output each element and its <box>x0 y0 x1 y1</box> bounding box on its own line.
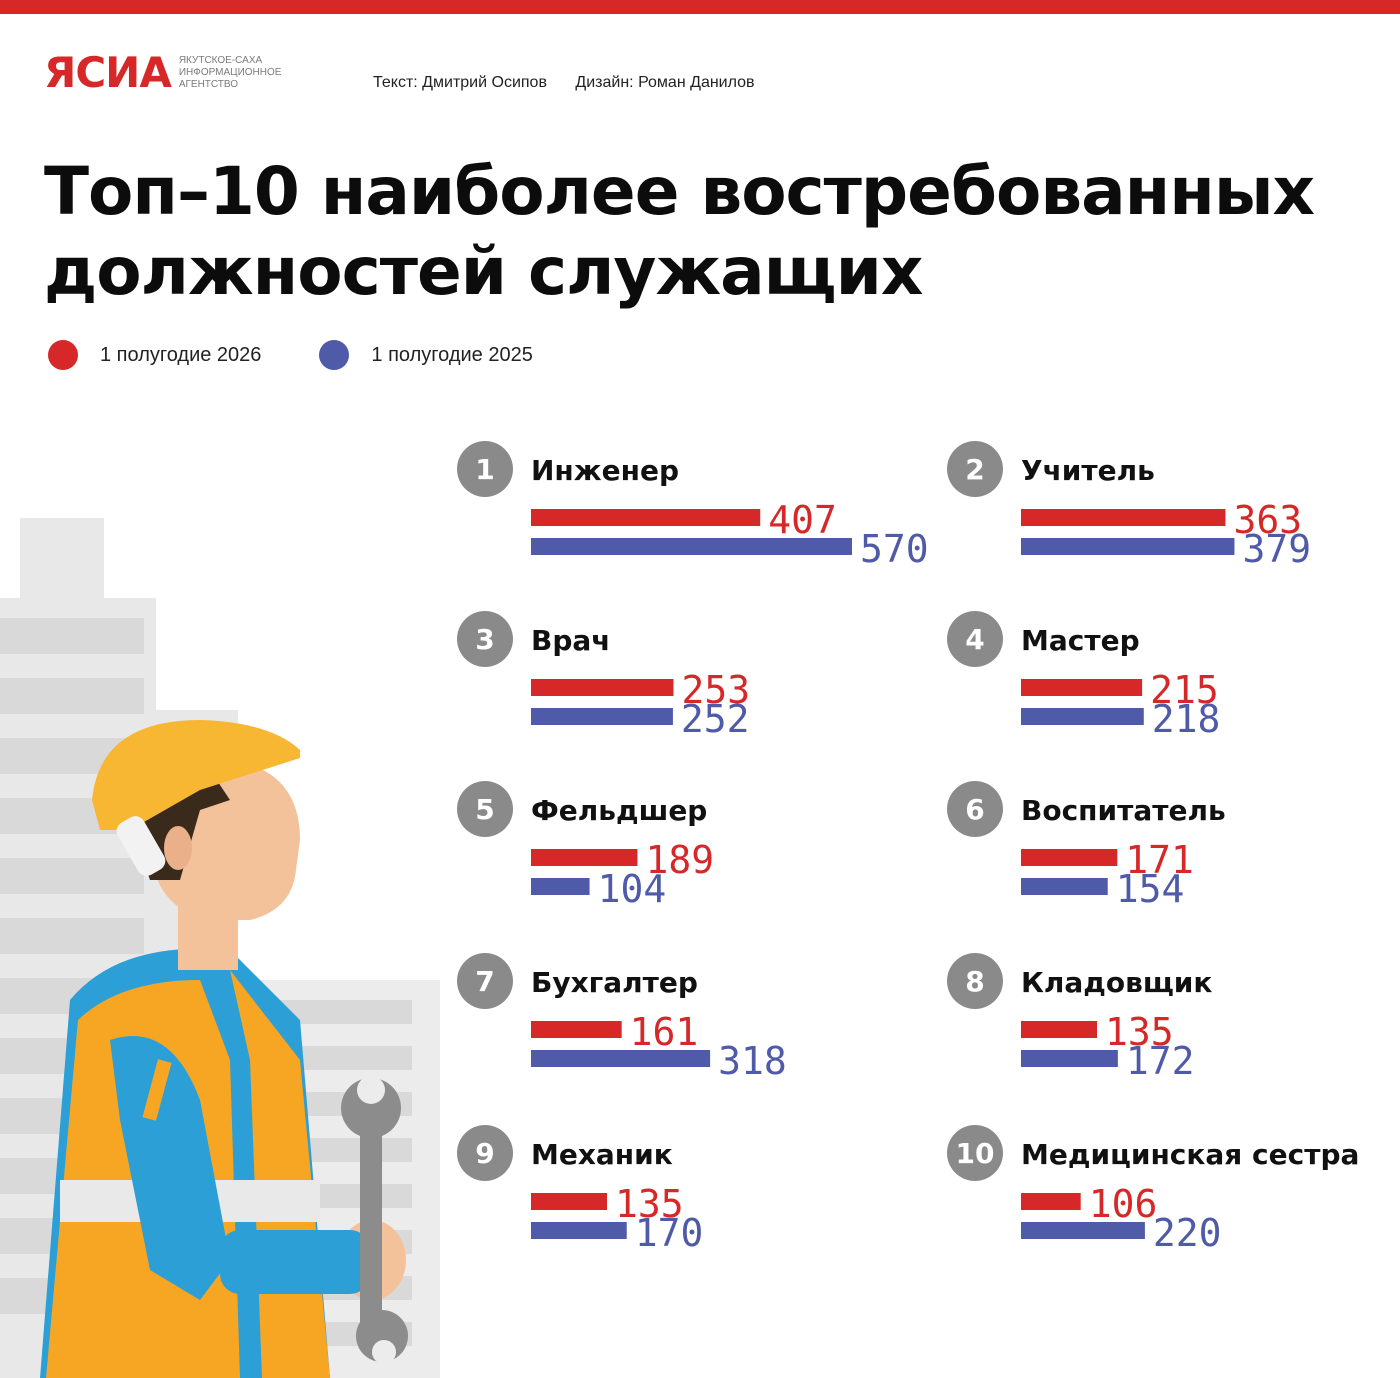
bar-2026 <box>1021 1021 1098 1038</box>
rank-badge <box>947 953 1003 1009</box>
rank-number: 3 <box>475 623 494 656</box>
logo-sub-line: Якутское-Саха <box>178 55 263 66</box>
category-label: Врач <box>531 624 611 657</box>
value-label-2025: 218 <box>1152 697 1221 741</box>
value-label-2026: 189 <box>645 838 714 882</box>
logo: ЯСИА Якутское-Саха Информационное Агентс… <box>44 50 299 96</box>
rank-badge <box>457 781 513 837</box>
legend-item-2026: 1 полугодие 2026 <box>48 340 261 370</box>
category-label: Инженер <box>531 454 679 487</box>
category-label: Учитель <box>1021 454 1155 487</box>
value-label-2026: 106 <box>1089 1182 1158 1226</box>
rank-badge <box>947 611 1003 667</box>
rank-badge <box>947 441 1003 497</box>
rank-number: 5 <box>475 793 494 826</box>
bar-2026 <box>531 1021 622 1038</box>
legend-item-2025: 1 полугодие 2025 <box>319 340 533 370</box>
legend-dot-2025 <box>319 340 350 370</box>
bar-2025 <box>531 538 853 555</box>
rank-badge <box>457 1125 513 1181</box>
value-label-2025: 104 <box>598 867 667 911</box>
bar-2025 <box>1021 538 1235 555</box>
value-label-2025: 170 <box>635 1211 704 1255</box>
bar-2026 <box>531 509 761 526</box>
rank-number: 6 <box>965 793 984 826</box>
bar-2025 <box>1021 1222 1145 1239</box>
credits: Текст: Дмитрий Осипов Дизайн: Роман Дани… <box>373 74 779 92</box>
rank-badge <box>457 953 513 1009</box>
category-label: Механик <box>531 1138 673 1171</box>
value-label-2026: 135 <box>1105 1010 1174 1054</box>
legend: 1 полугодие 2026 1 полугодие 2025 <box>48 340 591 370</box>
logo-sub-line: Информационное <box>178 67 282 78</box>
bar-2026 <box>531 849 638 866</box>
value-label-2025: 220 <box>1153 1211 1222 1255</box>
value-label-2026: 171 <box>1125 838 1194 882</box>
bar-2025 <box>531 708 673 725</box>
value-label-2026: 161 <box>630 1010 699 1054</box>
rank-number: 7 <box>475 965 494 998</box>
value-label-2025: 154 <box>1116 867 1185 911</box>
category-label: Медицинская сестра <box>1021 1138 1359 1171</box>
rank-number: 2 <box>965 453 984 486</box>
credit-design: Дизайн: Роман Данилов <box>575 74 755 91</box>
bar-2026 <box>1021 849 1118 866</box>
logo-subtitle: Якутское-Саха Информационное Агентство <box>179 55 299 91</box>
bar-2025 <box>1021 878 1108 895</box>
value-label-2025: 570 <box>860 527 929 571</box>
legend-dot-2026 <box>48 340 78 370</box>
bar-2026 <box>1021 679 1143 696</box>
category-label: Воспитатель <box>1021 794 1226 827</box>
bar-2026 <box>1021 509 1226 526</box>
rank-badge <box>457 611 513 667</box>
bar-2026 <box>1021 1193 1081 1210</box>
logo-mark: ЯСИА <box>44 48 172 97</box>
rank-badge <box>947 1125 1003 1181</box>
bar-2026 <box>531 1193 608 1210</box>
rank-number: 1 <box>475 453 494 486</box>
rank-number: 10 <box>956 1137 995 1170</box>
rank-badge <box>457 441 513 497</box>
rank-badge <box>947 781 1003 837</box>
value-label-2025: 318 <box>718 1039 787 1083</box>
bar-2026 <box>531 679 674 696</box>
category-label: Мастер <box>1021 624 1140 657</box>
value-label-2026: 253 <box>681 668 750 712</box>
credit-text: Текст: Дмитрий Осипов <box>373 74 547 91</box>
value-label-2026: 135 <box>615 1182 684 1226</box>
value-label-2025: 379 <box>1242 527 1311 571</box>
bar-2025 <box>531 1222 627 1239</box>
legend-label-2025: 1 полугодие 2025 <box>371 343 533 366</box>
logo-sub-line: Агентство <box>178 79 239 90</box>
wrench-icon <box>341 1078 408 1362</box>
title-line-2: должностей служащих <box>44 233 923 310</box>
legend-label-2026: 1 полугодие 2026 <box>100 343 262 366</box>
value-label-2025: 172 <box>1126 1039 1195 1083</box>
rank-number: 8 <box>965 965 984 998</box>
bar-2025 <box>1021 708 1144 725</box>
value-label-2026: 407 <box>768 498 837 542</box>
category-label: Кладовщик <box>1021 966 1212 999</box>
category-label: Бухгалтер <box>531 966 698 999</box>
bar-2025 <box>531 878 590 895</box>
bar-2025 <box>1021 1050 1118 1067</box>
value-label-2026: 215 <box>1150 668 1219 712</box>
top-accent-bar <box>0 0 1400 14</box>
value-label-2025: 252 <box>681 697 750 741</box>
rank-number: 4 <box>965 623 984 656</box>
rank-number: 9 <box>475 1137 494 1170</box>
page-title: Топ–10 наиболее востребованных должносте… <box>44 152 1384 312</box>
bar-2025 <box>531 1050 711 1067</box>
value-label-2026: 363 <box>1233 498 1302 542</box>
title-line-1: Топ–10 наиболее востребованных <box>44 153 1315 230</box>
category-label: Фельдшер <box>531 794 707 827</box>
worker-illustration <box>0 518 440 1378</box>
